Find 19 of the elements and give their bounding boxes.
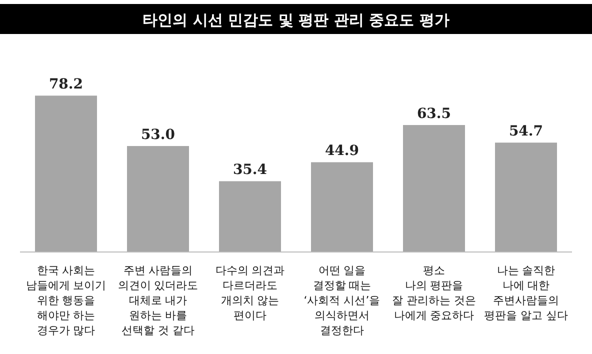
bar [403, 125, 465, 252]
bar [127, 146, 189, 252]
x-tick-label: 어떤 일을 결정할 때는 ‘사회적 시선’을 의식하면서 결정한다 [304, 264, 380, 337]
chart-title: 타인의 시선 민감도 및 평판 관리 중요도 평가 [142, 11, 450, 29]
data-label: 44.9 [324, 143, 360, 160]
x-tick-label: 다수의 의견과 다르더라도 개의치 않는 편이다 [215, 264, 285, 322]
data-label: 53.0 [140, 127, 176, 144]
bar [495, 142, 557, 252]
x-tick-label: 평소 나의 평판을 잘 관리하는 것은 나에게 중요하다 [392, 264, 476, 322]
bar [35, 96, 97, 252]
data-label: 54.7 [508, 124, 544, 140]
bar [219, 181, 281, 252]
x-tick-label: 주변 사람들의 의견이 있더라도 대체로 내가 원하는 바를 선택할 것 같다 [118, 264, 198, 337]
data-label: 35.4 [232, 162, 268, 178]
data-label: 78.2 [48, 76, 84, 93]
data-label: 63.5 [416, 106, 452, 122]
x-tick-label: 나는 솔직한 나에 대한 주변사람들의 평판을 알고 싶다 [484, 264, 568, 322]
x-tick-label: 한국 사회는 남들에게 보이기 위한 행동을 해야만 하는 경우가 많다 [26, 264, 106, 337]
bar [311, 162, 373, 252]
